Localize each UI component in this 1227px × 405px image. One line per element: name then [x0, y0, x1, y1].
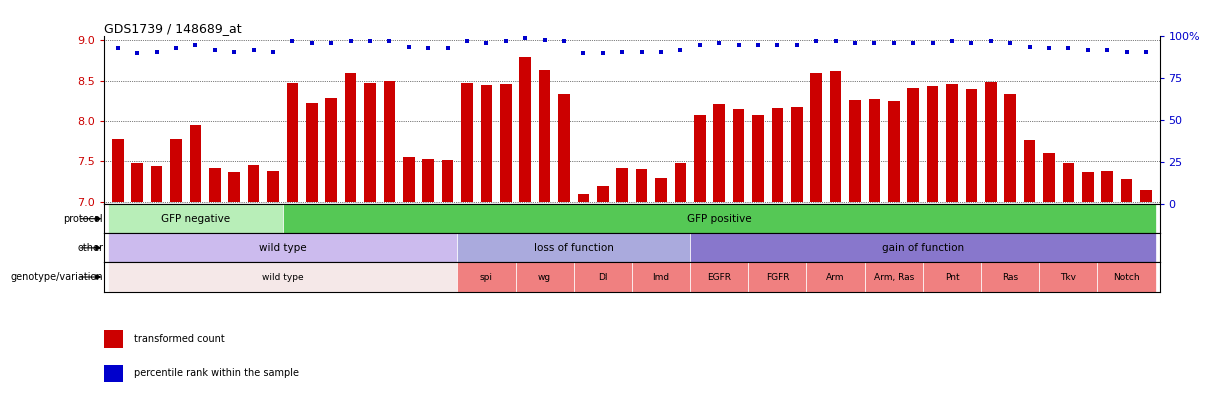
Bar [461, 83, 472, 202]
Bar [598, 186, 609, 202]
Bar [1102, 171, 1113, 202]
Bar [675, 163, 686, 202]
Text: genotype/variation: genotype/variation [11, 272, 103, 282]
Bar [267, 171, 279, 202]
Text: wild type: wild type [259, 243, 307, 253]
Text: wild type: wild type [261, 273, 303, 281]
Bar [1140, 190, 1152, 202]
Text: Tkv: Tkv [1060, 273, 1076, 281]
Bar [655, 177, 666, 202]
Bar [574, 262, 632, 292]
Bar [384, 81, 395, 202]
Bar [946, 84, 958, 202]
Bar [849, 100, 861, 202]
Text: EGFR: EGFR [707, 273, 731, 281]
Bar [458, 233, 690, 262]
Bar [748, 262, 806, 292]
Bar [1120, 179, 1133, 202]
Bar [632, 262, 690, 292]
Bar [209, 168, 221, 202]
Bar [690, 233, 1156, 262]
Bar [306, 103, 318, 202]
Bar [422, 159, 434, 202]
Bar [791, 107, 802, 202]
Bar [539, 70, 551, 202]
Bar [694, 115, 706, 202]
Text: spi: spi [480, 273, 493, 281]
Bar [733, 109, 745, 202]
Bar [806, 262, 865, 292]
Bar [190, 125, 201, 202]
Text: transformed count: transformed count [134, 335, 225, 344]
Bar [515, 262, 574, 292]
Text: percentile rank within the sample: percentile rank within the sample [134, 369, 298, 378]
Bar [108, 262, 458, 292]
Bar [1039, 262, 1097, 292]
Bar [752, 115, 763, 202]
Bar [558, 94, 569, 202]
Text: Arm, Ras: Arm, Ras [874, 273, 914, 281]
Bar [1097, 262, 1156, 292]
Bar [982, 262, 1039, 292]
Bar [499, 84, 512, 202]
Text: protocol: protocol [64, 214, 103, 224]
Bar [112, 139, 124, 202]
Bar [248, 165, 259, 202]
Bar [869, 99, 880, 202]
Bar [442, 160, 454, 202]
Bar [810, 73, 822, 202]
Bar [402, 157, 415, 202]
Bar [345, 73, 357, 202]
Text: Ras: Ras [1002, 273, 1018, 281]
Bar [772, 108, 783, 202]
Text: gain of function: gain of function [882, 243, 964, 253]
Text: other: other [77, 243, 103, 253]
Bar [966, 89, 977, 202]
Bar [108, 204, 282, 233]
Bar [171, 139, 182, 202]
Bar [1063, 163, 1074, 202]
Bar [829, 71, 842, 202]
Bar [104, 364, 123, 382]
Bar [151, 166, 162, 202]
Bar [228, 172, 240, 202]
Bar [458, 262, 515, 292]
Bar [713, 104, 725, 202]
Text: loss of function: loss of function [534, 243, 614, 253]
Bar [1005, 94, 1016, 202]
Bar [104, 330, 123, 348]
Bar [907, 88, 919, 202]
Bar [519, 58, 531, 202]
Bar [131, 163, 144, 202]
Bar [325, 98, 337, 202]
Text: Dl: Dl [598, 273, 607, 281]
Text: Arm: Arm [826, 273, 845, 281]
Bar [865, 262, 923, 292]
Bar [364, 83, 375, 202]
Bar [636, 169, 648, 202]
Text: GFP negative: GFP negative [161, 214, 229, 224]
Text: Imd: Imd [653, 273, 670, 281]
Text: GDS1739 / 148689_at: GDS1739 / 148689_at [104, 22, 242, 35]
Text: Pnt: Pnt [945, 273, 960, 281]
Bar [690, 262, 748, 292]
Bar [926, 85, 939, 202]
Text: wg: wg [539, 273, 551, 281]
Bar [1023, 140, 1036, 202]
Bar [923, 262, 982, 292]
Bar [1043, 153, 1055, 202]
Text: GFP positive: GFP positive [687, 214, 751, 224]
Text: FGFR: FGFR [766, 273, 789, 281]
Bar [282, 204, 1156, 233]
Bar [888, 101, 899, 202]
Bar [108, 233, 458, 262]
Bar [287, 83, 298, 202]
Bar [616, 168, 628, 202]
Bar [481, 85, 492, 202]
Bar [985, 82, 996, 202]
Bar [1082, 172, 1093, 202]
Text: Notch: Notch [1113, 273, 1140, 281]
Bar [578, 194, 589, 202]
